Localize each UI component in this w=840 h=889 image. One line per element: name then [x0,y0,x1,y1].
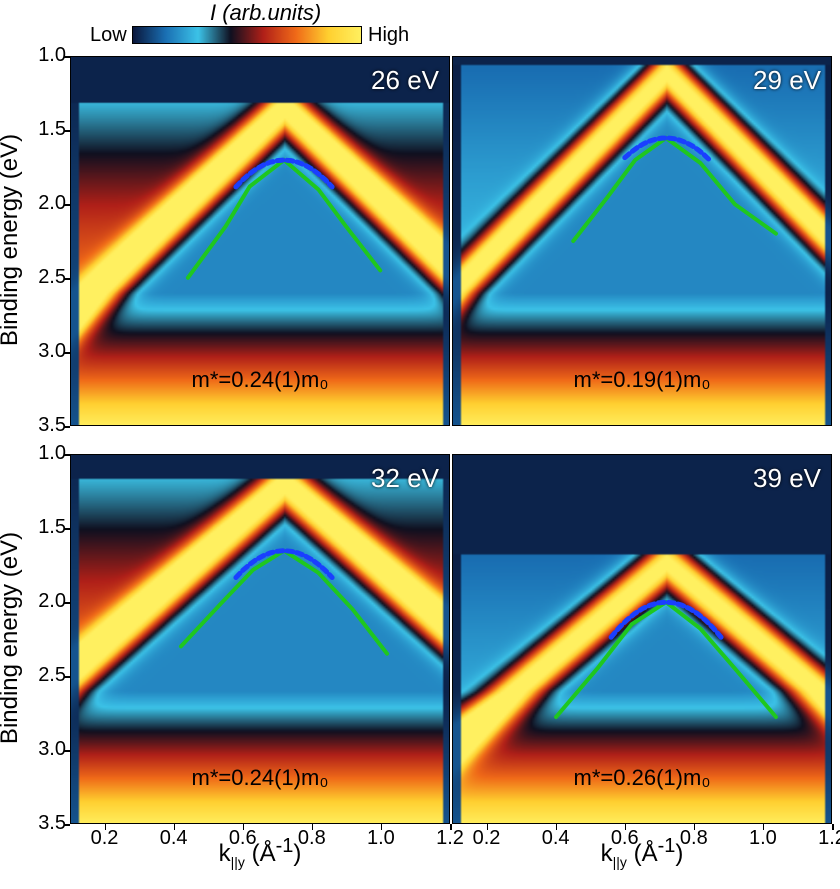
panel-p32: 32 eVm*=0.24(1)m₀1.01.52.02.53.03.50.20.… [70,454,450,824]
x-tick-label: 1.0 [749,827,777,850]
colorbar-low-label: Low [90,24,127,47]
x-tick-label: 0.8 [298,827,326,850]
x-tick-mark [625,824,627,830]
x-tick-label: 1.2 [818,827,840,850]
y-tick-label: 2.5 [22,664,66,687]
x-tick-mark [487,824,489,830]
y-tick-mark [64,676,70,678]
y-tick-mark [64,130,70,132]
panel-energy-label: 32 eV [371,463,439,494]
x-tick-mark [174,824,176,830]
figure-root: I (arb.units) Low High Binding energy (e… [0,0,840,889]
y-tick-label: 2.0 [22,590,66,613]
y-tick-label: 1.5 [22,118,66,141]
colorbar-high-label: High [368,24,409,47]
y-tick-mark [64,454,70,456]
y-tick-mark [64,426,70,428]
y-tick-mark [64,602,70,604]
x-tick-label: 0.4 [160,827,188,850]
x-tick-mark [312,824,314,830]
y-tick-label: 3.0 [22,738,66,761]
x-tick-label: 0.2 [473,827,501,850]
y-tick-label: 3.5 [22,812,66,835]
x-tick-label: 0.4 [542,827,570,850]
effective-mass-label: m*=0.24(1)m₀ [192,765,329,791]
effective-mass-label: m*=0.26(1)m₀ [574,765,711,791]
y-tick-mark [64,824,70,826]
x-tick-label: 1.2 [436,827,464,850]
x-tick-label: 0.2 [91,827,119,850]
axes-box: 39 eV m*=0.26(1)m₀ [452,454,832,824]
y-axis-label-bottom: Binding energy (eV) [0,532,24,744]
y-tick-mark [64,56,70,58]
x-tick-mark [105,824,107,830]
colorbar-gradient [132,26,362,44]
axes-box: 29 eV m*=0.19(1)m₀ [452,56,832,426]
x-tick-mark [832,824,834,830]
x-tick-mark [763,824,765,830]
y-tick-label: 1.0 [22,44,66,67]
colorbar-title: I (arb.units) [210,0,321,26]
y-tick-label: 3.5 [22,414,66,437]
y-tick-label: 1.0 [22,442,66,465]
x-tick-mark [450,824,452,830]
y-tick-mark [64,528,70,530]
x-tick-mark [556,824,558,830]
y-tick-label: 3.0 [22,340,66,363]
panel-p29: 29 eV m*=0.19(1)m₀ [452,56,832,426]
panel-p26: 26 eVm*=0.24(1)m₀1.01.52.02.53.03.5 [70,56,450,426]
y-tick-label: 2.0 [22,192,66,215]
panel-energy-label: 29 eV [753,65,821,96]
x-tick-mark [243,824,245,830]
effective-mass-label: m*=0.24(1)m₀ [192,367,329,393]
x-tick-mark [381,824,383,830]
y-tick-mark [64,352,70,354]
y-tick-mark [64,204,70,206]
x-axis-label: k||y (Å-1) [219,835,302,870]
effective-mass-label: m*=0.19(1)m₀ [574,367,711,393]
panel-energy-label: 26 eV [371,65,439,96]
x-tick-mark [694,824,696,830]
y-tick-mark [64,750,70,752]
y-axis-label-top: Binding energy (eV) [0,134,24,346]
x-tick-label: 1.0 [367,827,395,850]
x-axis-label: k||y (Å-1) [601,835,684,870]
x-tick-label: 0.8 [680,827,708,850]
y-tick-mark [64,278,70,280]
y-tick-label: 1.5 [22,516,66,539]
axes-box: 32 eV m*=0.24(1)m₀ [70,454,450,824]
y-tick-label: 2.5 [22,266,66,289]
axes-box: 26 eV m*=0.24(1)m₀ [70,56,450,426]
colorbar: I (arb.units) Low High [90,0,420,48]
panel-p39: 39 eVm*=0.26(1)m₀0.20.40.60.81.01.2k||y … [452,454,832,824]
panel-energy-label: 39 eV [753,463,821,494]
